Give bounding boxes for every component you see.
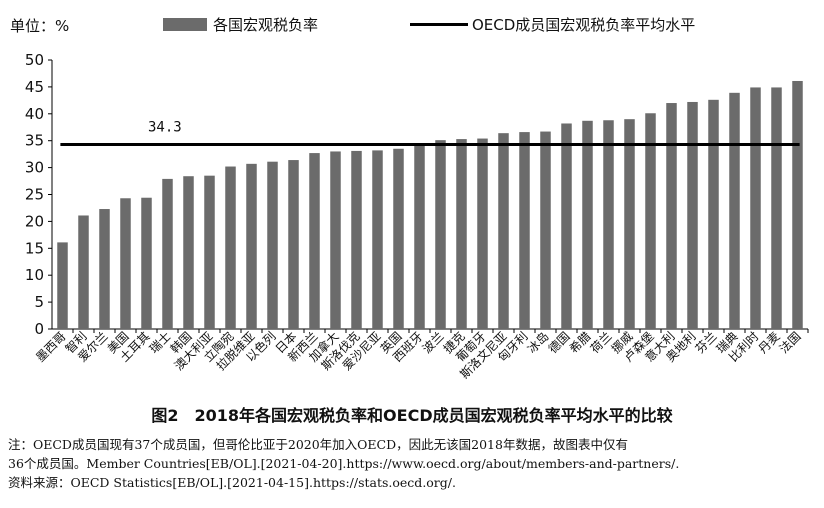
- y-tick-label: 45: [25, 78, 44, 96]
- bar: [330, 151, 341, 329]
- bar: [687, 101, 698, 330]
- bar: [771, 87, 782, 329]
- bar: [540, 131, 551, 329]
- x-tick-label: 波兰: [420, 329, 447, 356]
- chart: 05101520253035404550墨西哥智利爱尔兰美国土耳其瑞士韩国澳大利…: [25, 51, 809, 382]
- x-tick-label: 冰岛: [524, 329, 552, 357]
- y-tick-label: 15: [25, 239, 44, 257]
- bar: [372, 150, 383, 329]
- note-line-1: 注：OECD成员国现有37个成员国，但哥伦比亚于2020年加入OECD，因此无该…: [8, 437, 628, 452]
- bar: [414, 143, 425, 329]
- x-tick-label: 德国: [545, 329, 573, 357]
- bar: [477, 138, 488, 329]
- bar: [519, 132, 530, 329]
- y-tick-label: 10: [25, 266, 44, 284]
- bar: [624, 119, 635, 330]
- bar: [435, 140, 446, 329]
- legend-bar-label: 各国宏观税负率: [213, 16, 319, 34]
- y-tick-label: 20: [25, 212, 44, 230]
- bar: [246, 163, 257, 329]
- figure-caption: 图2 2018年各国宏观税负率和OECD成员国宏观税负率平均水平的比较: [151, 406, 673, 425]
- legend-bar-swatch: [163, 18, 207, 31]
- y-tick-label: 40: [25, 105, 44, 123]
- x-tick-label: 希腊: [566, 329, 594, 357]
- bar: [57, 242, 68, 329]
- bar: [141, 197, 152, 329]
- bar: [729, 92, 740, 330]
- bar: [708, 99, 719, 329]
- legend-line-label: OECD成员国宏观税负率平均水平: [472, 16, 696, 34]
- y-tick-label: 5: [34, 293, 44, 311]
- bar: [498, 133, 509, 329]
- bar: [603, 120, 614, 329]
- y-tick-label: 35: [25, 132, 44, 150]
- bar: [288, 160, 299, 329]
- bar: [183, 176, 194, 329]
- bar: [204, 175, 215, 329]
- bar: [645, 113, 656, 330]
- note-line-2: 36个成员国。Member Countries[EB/OL].[2021-04-…: [8, 456, 680, 471]
- y-tick-label: 25: [25, 186, 44, 204]
- bar: [393, 148, 404, 329]
- legend-line-swatch: [410, 23, 468, 26]
- source-line: 资料来源：OECD Statistics[EB/OL].[2021-04-15]…: [8, 475, 456, 490]
- legend-line-item: OECD成员国宏观税负率平均水平: [410, 14, 695, 35]
- bar: [582, 120, 593, 329]
- y-tick-label: 30: [25, 159, 44, 177]
- average-line-label: 34.3: [148, 119, 182, 135]
- bar: [267, 161, 278, 329]
- x-tick-label: 瑞士: [147, 329, 174, 356]
- bar: [750, 87, 761, 329]
- x-tick-label: 芬兰: [693, 329, 720, 356]
- bar: [351, 150, 362, 329]
- bar: [309, 153, 320, 329]
- bar: [561, 123, 572, 329]
- bar: [99, 209, 110, 329]
- x-tick-label: 法国: [777, 329, 804, 356]
- bar: [120, 198, 131, 329]
- bar: [456, 139, 467, 329]
- x-tick-label: 丹麦: [756, 329, 783, 356]
- legend-bar-item: 各国宏观税负率: [163, 14, 318, 35]
- bar: [78, 215, 89, 329]
- bar: [162, 178, 173, 329]
- bar: [666, 103, 677, 329]
- unit-label: 单位：%: [10, 17, 70, 35]
- x-tick-label: 荷兰: [588, 329, 615, 356]
- bar: [225, 166, 236, 329]
- y-tick-label: 0: [34, 320, 44, 338]
- bar: [792, 80, 803, 330]
- y-tick-label: 50: [25, 51, 44, 69]
